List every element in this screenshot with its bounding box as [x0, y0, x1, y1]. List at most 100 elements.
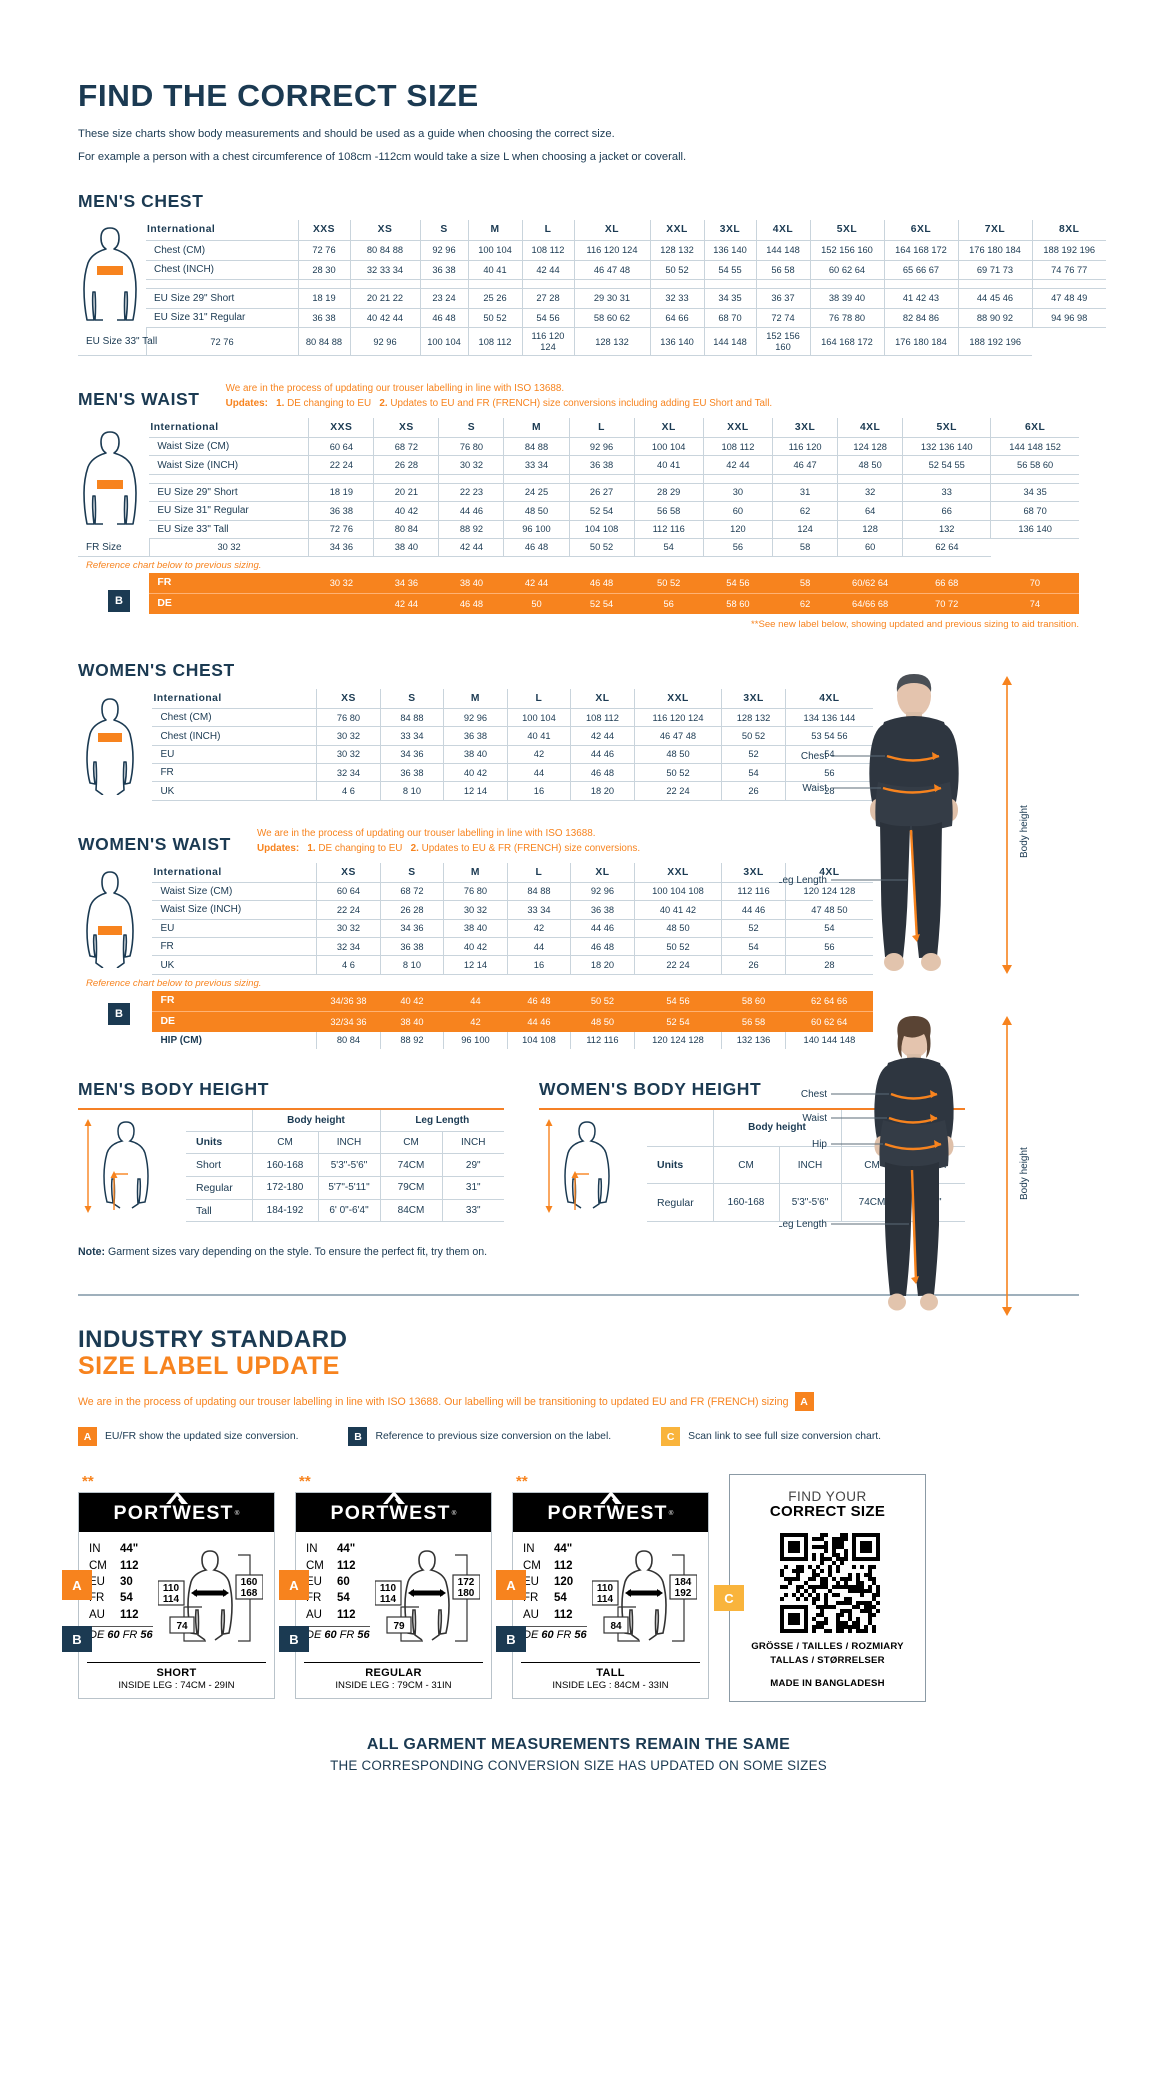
table-cell: 31: [772, 483, 838, 503]
label-figure: 110 114 172 180 79: [370, 1541, 483, 1653]
spec-key: IN: [523, 1543, 535, 1556]
label-badge-a: A: [279, 1570, 309, 1601]
reference-cell: 70: [990, 572, 1079, 594]
spec-key: AU: [89, 1608, 105, 1621]
hip-row: HIP (CM) 80 84 88 92 96 100 104 108 112 116 12…: [78, 1031, 873, 1049]
table-cell: 33 34: [506, 900, 571, 920]
womens-waist-chart: International XS S M L XL XXL 3XL 4XL Waist Size …: [78, 862, 873, 1049]
label-stars: **: [516, 1473, 528, 1491]
mens-body-height-title: MEN'S BODY HEIGHT: [78, 1078, 270, 1099]
empty-cell: [647, 1107, 713, 1147]
spec-value: 44": [120, 1543, 139, 1556]
label-content: IN 44" CM 112 EU 30 FR 54 AU 112 DE 60 FR 56 110 …: [79, 1532, 274, 1659]
reference-cell: 62 64 66: [785, 990, 873, 1012]
table-cell: 33: [902, 483, 991, 503]
table-cell: 124: [772, 520, 838, 539]
svg-text:180: 180: [457, 1588, 474, 1599]
table-cell: 44: [506, 937, 571, 957]
table-cell: 176 180 184: [957, 240, 1032, 261]
body-height-figure-cell: [78, 1107, 186, 1222]
spacer-cell: [573, 279, 650, 290]
table-cell: 40 41: [467, 260, 522, 281]
table-cell: 92 96: [349, 327, 420, 357]
spec-value: 112: [120, 1608, 139, 1621]
spacer-cell: [809, 279, 884, 290]
body-height-cell: 33": [441, 1199, 505, 1223]
table-cell: 20 21: [373, 483, 439, 503]
table-cell: XXS: [297, 219, 350, 242]
table-cell: 33 34: [379, 726, 444, 746]
spec-row: IN 44": [306, 1541, 370, 1557]
reference-row-label: FR: [149, 572, 309, 594]
table-cell: 76 78 80: [809, 308, 884, 329]
table-cell: 50 52: [633, 937, 722, 957]
table-cell: 36 37: [755, 288, 810, 309]
qr-code[interactable]: [779, 1533, 880, 1634]
spacer-cell: [373, 474, 439, 484]
body-height-cell: 172-180: [251, 1176, 318, 1200]
reference-cell: 58: [772, 572, 838, 594]
table-cell: 4XL: [837, 417, 903, 439]
table-cell: 96 100: [503, 520, 570, 539]
spacer-cell: [1031, 279, 1106, 290]
label-content: IN 44" CM 112 EU 120 FR 54 AU 112 DE 60 FR 56 110…: [513, 1532, 708, 1659]
hip-cell: 120 124 128: [633, 1031, 722, 1049]
table-cell: XS: [349, 219, 420, 242]
spec-key: CM: [89, 1559, 107, 1572]
body-height-row: Tall 184-192 6' 0"-6'4" 84CM 33": [78, 1199, 505, 1223]
svg-text:160: 160: [240, 1577, 257, 1588]
mens-waist-update-note: We are in the process of updating our tr…: [226, 382, 773, 412]
table-cell: 23 24: [419, 288, 468, 309]
table-cell: 116 120 124: [633, 708, 722, 728]
table-cell: 132 136 140: [902, 437, 991, 457]
label-body: PORTWEST ® IN 44" CM 112 EU 120 FR 54 AU 112 DE 60…: [512, 1491, 709, 1700]
reference-cell: 46 48: [569, 572, 635, 594]
table-cell: 52: [721, 745, 786, 765]
spec-value: 30: [120, 1576, 133, 1589]
table-cell: 25 26: [467, 288, 522, 309]
units-label: Units: [647, 1146, 713, 1185]
table-cell: 40 41 42: [633, 900, 722, 920]
mens-waist-u2-text: Updates to EU and FR (FRENCH) size conve…: [390, 397, 773, 409]
table-cell: 164 168 172: [883, 240, 958, 261]
table-cell: 34 36: [308, 538, 374, 557]
table-cell: 53 54 56: [784, 726, 873, 746]
table-row: International XS S M L XL XXL 3XL 4XL: [78, 688, 873, 795]
portwest-logo-mark: [382, 1491, 405, 1505]
spacer-cell: [419, 279, 468, 290]
reference-cell: 46 48: [507, 990, 571, 1012]
table-cell: 69 71 73: [957, 260, 1032, 281]
spec-value: 54: [337, 1592, 350, 1605]
table-cell: 136 140: [703, 240, 756, 261]
industry-subtitle: We are in the process of updating our tr…: [78, 1395, 789, 1408]
brand-logo: PORTWEST ®: [114, 1491, 239, 1525]
intro-line-2: For example a person with a chest circum…: [78, 151, 687, 164]
table-cell: 94 96 98: [1031, 308, 1106, 329]
spec-value: 120: [554, 1576, 574, 1589]
spec-row: CM 112: [89, 1558, 153, 1574]
mens-waist-reference-table: FR 30 32 34 36 38 40 42 44 46 48 50 52 54 56 58 6…: [78, 572, 1079, 614]
spec-row: CM 112: [523, 1558, 587, 1574]
table-cell: 44 46: [570, 919, 635, 939]
table-cell: 80 84 88: [297, 327, 350, 357]
row-label: International: [152, 862, 317, 883]
table-cell: XL: [633, 417, 704, 439]
spec-row: FR 54: [306, 1590, 370, 1606]
label-content: IN 44" CM 112 EU 60 FR 54 AU 112 DE 60 FR 56 110 …: [296, 1532, 491, 1659]
womens-waist-update-note: We are in the process of updating our tr…: [257, 827, 640, 857]
table-cell: 28: [784, 955, 873, 975]
reference-cell: 62: [772, 593, 838, 614]
qr-code-icon: [779, 1533, 880, 1634]
units-label: Units: [186, 1131, 252, 1155]
male-body-height-label: Body height: [1019, 805, 1030, 858]
table-cell: 48 50: [633, 919, 722, 939]
legend-badge-b: B: [348, 1427, 368, 1447]
reference-cell: 44 46: [507, 1011, 571, 1032]
table-cell: 56: [784, 937, 873, 957]
table-cell: 66: [902, 501, 991, 521]
reference-cell: 58 60: [721, 990, 786, 1012]
reference-cell: 50 52: [634, 572, 704, 594]
model-figures-panel: Chest Waist Leg Length Body height: [779, 670, 1079, 1342]
table-cell: 144 148: [703, 327, 756, 357]
